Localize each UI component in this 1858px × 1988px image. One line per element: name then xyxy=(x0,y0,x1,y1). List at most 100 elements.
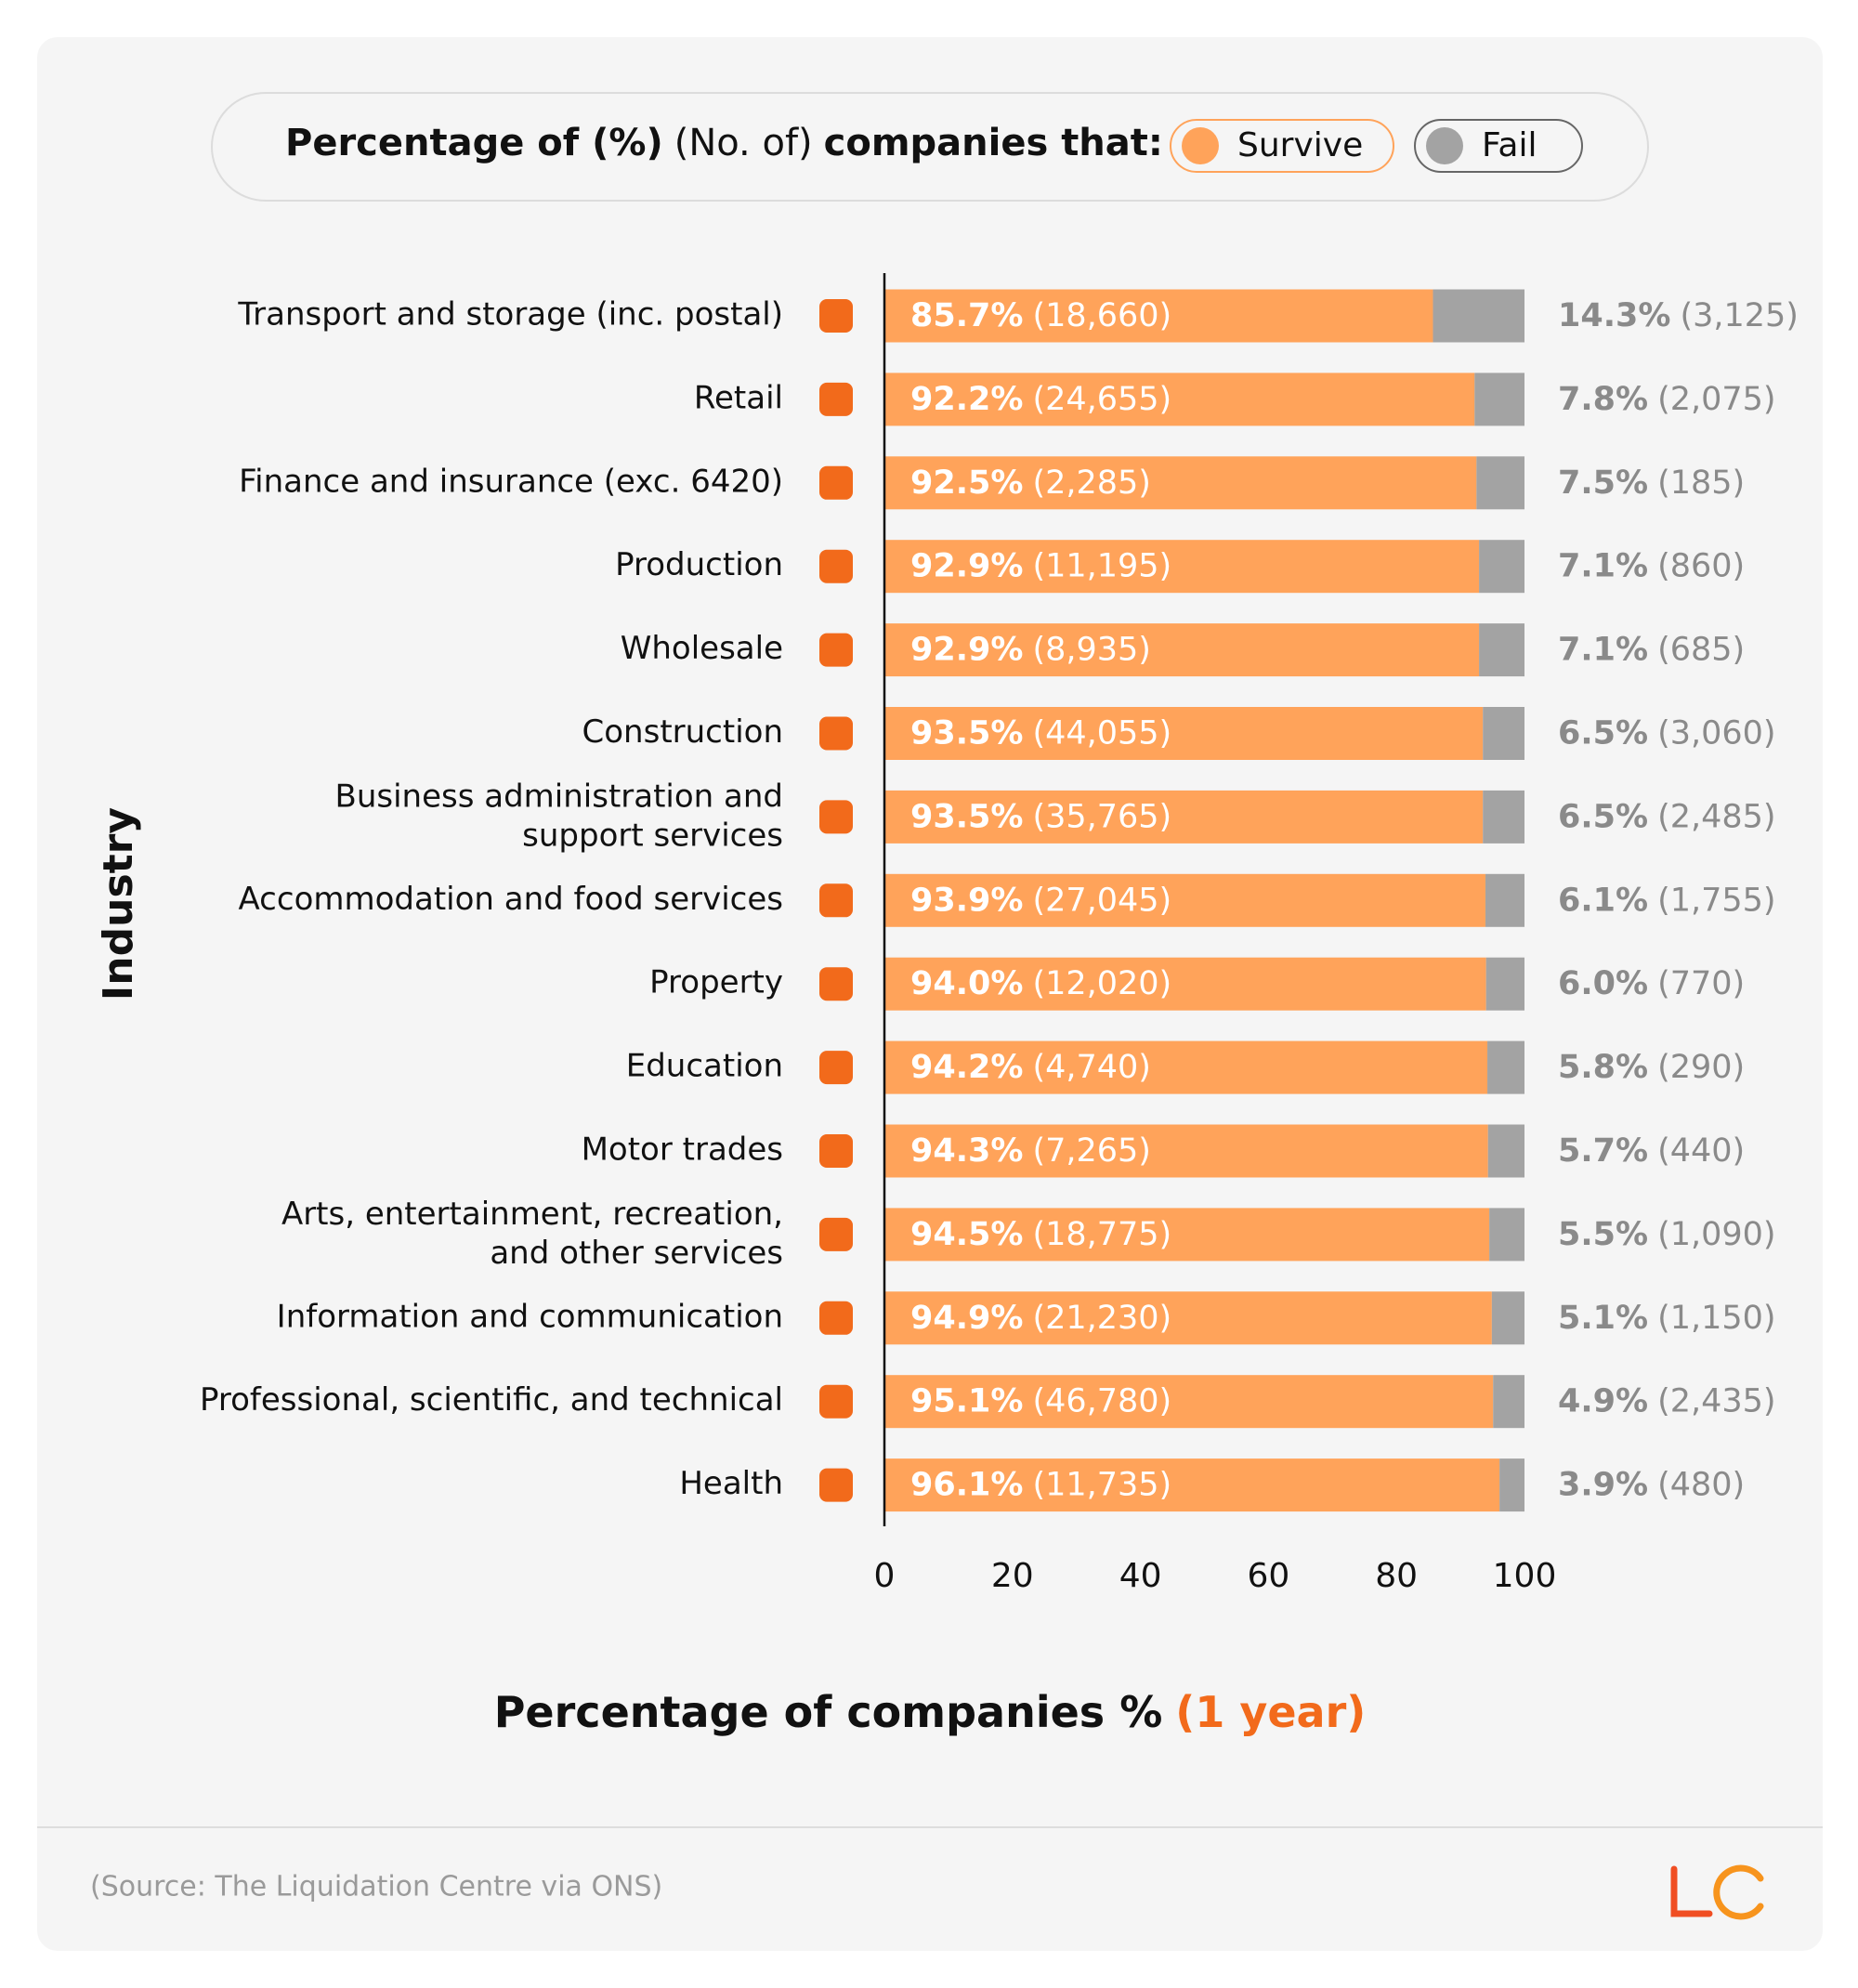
survive-label: 94.0% (12,020) xyxy=(910,965,1171,1002)
survive-count: (24,655) xyxy=(1032,381,1171,418)
category-icon xyxy=(819,382,853,416)
fail-label: 7.5% (185) xyxy=(1558,464,1745,502)
survive-count: (2,285) xyxy=(1032,464,1151,502)
survive-count: (44,055) xyxy=(1032,715,1171,752)
fail-count: (480) xyxy=(1657,1467,1745,1504)
fail-count: (185) xyxy=(1657,464,1745,502)
bar-segment xyxy=(884,873,1485,927)
fail-pct: 14.3% xyxy=(1558,297,1670,334)
survive-label: 95.1% (46,780) xyxy=(910,1383,1171,1420)
survive-label: 93.9% (27,045) xyxy=(910,882,1171,919)
survive-pct: 93.5% xyxy=(910,798,1023,835)
category-label: Finance and insurance (exc. 6420) xyxy=(239,463,783,500)
legend-label: Fail xyxy=(1482,126,1537,164)
category-icon xyxy=(819,1468,853,1502)
category-label: Arts, entertainment, recreation, and othe… xyxy=(281,1195,783,1271)
category-icon xyxy=(819,1051,853,1085)
survive-label: 92.2% (24,655) xyxy=(910,381,1171,418)
fail-label: 5.8% (290) xyxy=(1558,1049,1745,1086)
survive-count: (11,735) xyxy=(1032,1467,1171,1504)
fail-count: (290) xyxy=(1657,1049,1745,1086)
survive-pct: 94.5% xyxy=(910,1216,1023,1253)
category-icon xyxy=(819,465,853,500)
fail-count: (2,075) xyxy=(1657,381,1776,418)
bar-segment xyxy=(1479,540,1524,594)
bar-segment xyxy=(884,707,1484,760)
x-tick-label: 100 xyxy=(1493,1557,1557,1595)
bar-segment xyxy=(1499,1458,1524,1512)
fail-label: 5.5% (1,090) xyxy=(1558,1216,1776,1253)
category-icon xyxy=(819,1301,853,1335)
fail-label: 14.3% (3,125) xyxy=(1558,297,1799,334)
survive-count: (7,265) xyxy=(1032,1132,1151,1170)
category-icon xyxy=(819,883,853,918)
survive-count: (27,045) xyxy=(1032,882,1171,919)
fail-pct: 6.1% xyxy=(1558,882,1648,919)
survive-pct: 85.7% xyxy=(910,297,1023,334)
x-tick-label: 80 xyxy=(1375,1557,1418,1595)
category-icon xyxy=(819,1384,853,1419)
fail-pct: 7.1% xyxy=(1558,632,1648,669)
fail-count: (860) xyxy=(1657,548,1745,585)
survive-pct: 96.1% xyxy=(910,1467,1023,1504)
survive-pct: 95.1% xyxy=(910,1383,1023,1420)
bar-segment xyxy=(1483,790,1524,844)
survive-label: 94.9% (21,230) xyxy=(910,1300,1171,1337)
survive-pct: 93.9% xyxy=(910,882,1023,919)
survive-label: 93.5% (44,055) xyxy=(910,715,1171,752)
category-label: Information and communication xyxy=(277,1298,783,1335)
survive-pct: 94.3% xyxy=(910,1132,1023,1170)
bar-segment xyxy=(1487,1040,1524,1094)
category-icon xyxy=(819,549,853,583)
legend-swatch xyxy=(1182,127,1219,164)
fail-label: 7.1% (685) xyxy=(1558,632,1745,669)
survive-count: (4,740) xyxy=(1032,1049,1151,1086)
survive-pct: 92.5% xyxy=(910,464,1023,502)
bar-segment xyxy=(1485,873,1524,927)
fail-label: 6.0% (770) xyxy=(1558,965,1745,1002)
survive-pct: 92.9% xyxy=(910,548,1023,585)
bar-segment xyxy=(884,456,1477,510)
logo-l xyxy=(1670,1865,1713,1917)
fail-pct: 4.9% xyxy=(1558,1383,1648,1420)
survive-pct: 94.2% xyxy=(910,1049,1023,1086)
bar-segment xyxy=(1485,957,1524,1011)
category-label: Motor trades xyxy=(582,1131,783,1169)
fail-count: (685) xyxy=(1657,632,1745,669)
survive-pct: 93.5% xyxy=(910,715,1023,752)
x-tick-label: 60 xyxy=(1247,1557,1289,1595)
bar-segment xyxy=(1474,373,1524,426)
bar-segment xyxy=(884,1458,1500,1512)
legend-label: Survive xyxy=(1237,126,1363,164)
category-icon xyxy=(819,967,853,1001)
y-axis-label: Industry xyxy=(95,807,142,1001)
bar-segment xyxy=(884,1291,1492,1345)
survive-label: 94.3% (7,265) xyxy=(910,1132,1151,1170)
survive-count: (12,020) xyxy=(1032,965,1171,1002)
fail-label: 7.8% (2,075) xyxy=(1558,381,1776,418)
x-label-note: (1 year) xyxy=(1175,1687,1366,1737)
fail-pct: 5.7% xyxy=(1558,1132,1648,1170)
fail-pct: 3.9% xyxy=(1558,1467,1648,1504)
bar-segment xyxy=(1479,623,1524,677)
category-icon xyxy=(819,1217,853,1251)
bar-segment xyxy=(884,540,1480,594)
category-label: Professional, scientific, and technical xyxy=(200,1381,783,1419)
fail-label: 4.9% (2,435) xyxy=(1558,1383,1776,1420)
category-label: Wholesale xyxy=(621,630,783,667)
fail-count: (3,125) xyxy=(1680,297,1799,334)
category-label: Production xyxy=(615,546,783,583)
survive-label: 85.7% (18,660) xyxy=(910,297,1171,334)
category-icon xyxy=(819,633,853,667)
category-label: Retail xyxy=(694,379,783,416)
bar-segment xyxy=(1487,1124,1524,1178)
survive-label: 94.5% (18,775) xyxy=(910,1216,1171,1253)
fail-label: 5.1% (1,150) xyxy=(1558,1300,1776,1337)
category-label: Health xyxy=(679,1465,783,1502)
bar-segment xyxy=(1489,1208,1524,1262)
fail-label: 3.9% (480) xyxy=(1558,1467,1745,1504)
x-axis-label: Percentage of companies % (1 year) xyxy=(494,1687,1367,1737)
survive-count: (18,660) xyxy=(1032,297,1171,334)
bar-segment xyxy=(884,623,1480,677)
